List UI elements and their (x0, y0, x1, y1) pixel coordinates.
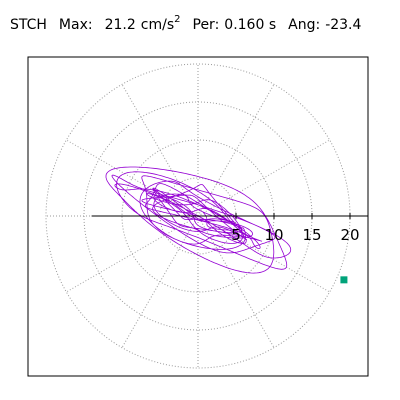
max-unit: cm/s (140, 17, 175, 33)
grid-spoke (121, 84, 199, 217)
axis-tick-label: 10 (264, 226, 283, 244)
grid-spoke (66, 139, 199, 217)
grid-spoke (66, 215, 199, 293)
plot-frame (27, 56, 369, 377)
grid-spoke (197, 84, 275, 217)
end-marker-layer (340, 276, 348, 284)
trace-path (105, 166, 292, 274)
period-label: Per: (192, 17, 220, 33)
chart-header: STCH Max: 21.2 cm/s2 Per: 0.160 s Ang: -23.4 (10, 14, 362, 34)
end-marker (340, 276, 348, 284)
axis-tick-label: 20 (340, 226, 359, 244)
grid-spoke (197, 139, 330, 217)
axis-tick-label: 5 (231, 226, 241, 244)
radial-axis: 5 10 15 20 (91, 213, 368, 244)
max-value: 21.2 (104, 17, 136, 33)
grid-spoke (197, 215, 330, 293)
station-code: STCH (10, 17, 47, 33)
max-unit-exponent: 2 (174, 14, 181, 25)
motion-trace (105, 166, 292, 274)
grid-spoke (197, 215, 275, 348)
angle-label: Ang: (288, 17, 321, 33)
grid-spoke (121, 215, 199, 348)
axis-tick-label: 15 (302, 226, 321, 244)
period-value: 0.160 s (224, 17, 277, 33)
angle-value: -23.4 (325, 17, 362, 33)
max-label: Max: (58, 17, 93, 33)
